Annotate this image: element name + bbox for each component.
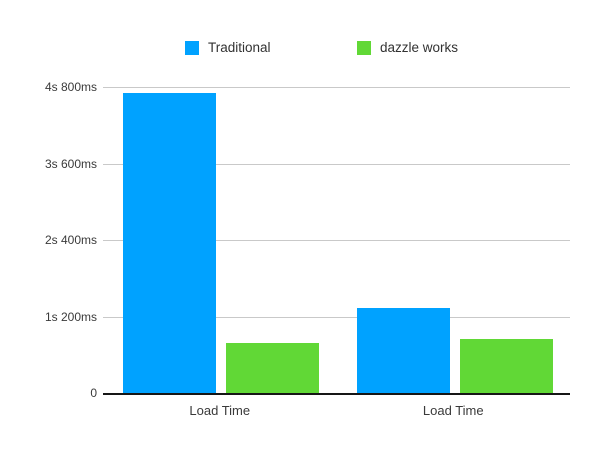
y-axis-tick-label: 2s 400ms	[44, 233, 97, 247]
y-axis-tick-label: 3s 600ms	[44, 156, 97, 171]
bar-traditional-group2	[356, 308, 450, 393]
y-axis-tick-label: 0	[90, 386, 97, 400]
legend-label: dazzle works	[380, 40, 459, 55]
gridline	[103, 163, 570, 165]
bar-dazzle-works-group1	[226, 343, 319, 393]
bar-traditional-group1	[123, 93, 216, 393]
gridline	[103, 240, 570, 241]
x-axis-line	[103, 393, 570, 395]
legend-item-dazzle-works: dazzle works	[357, 40, 458, 55]
y-axis-tick-label: 4s 800ms	[44, 80, 97, 94]
legend-label: Traditional	[208, 40, 271, 55]
gridline	[103, 316, 570, 318]
legend-swatch-dazzle-works	[357, 40, 371, 55]
bar-dazzle-works-group2	[459, 338, 553, 393]
legend-swatch-traditional	[185, 40, 199, 55]
gridline	[103, 87, 570, 88]
y-axis-tick-label: 1s 200ms	[44, 309, 97, 324]
legend-item-traditional: Traditional	[185, 40, 271, 55]
x-axis-category-label: Load Time	[422, 403, 484, 418]
x-axis-category-label: Load Time	[189, 403, 251, 418]
